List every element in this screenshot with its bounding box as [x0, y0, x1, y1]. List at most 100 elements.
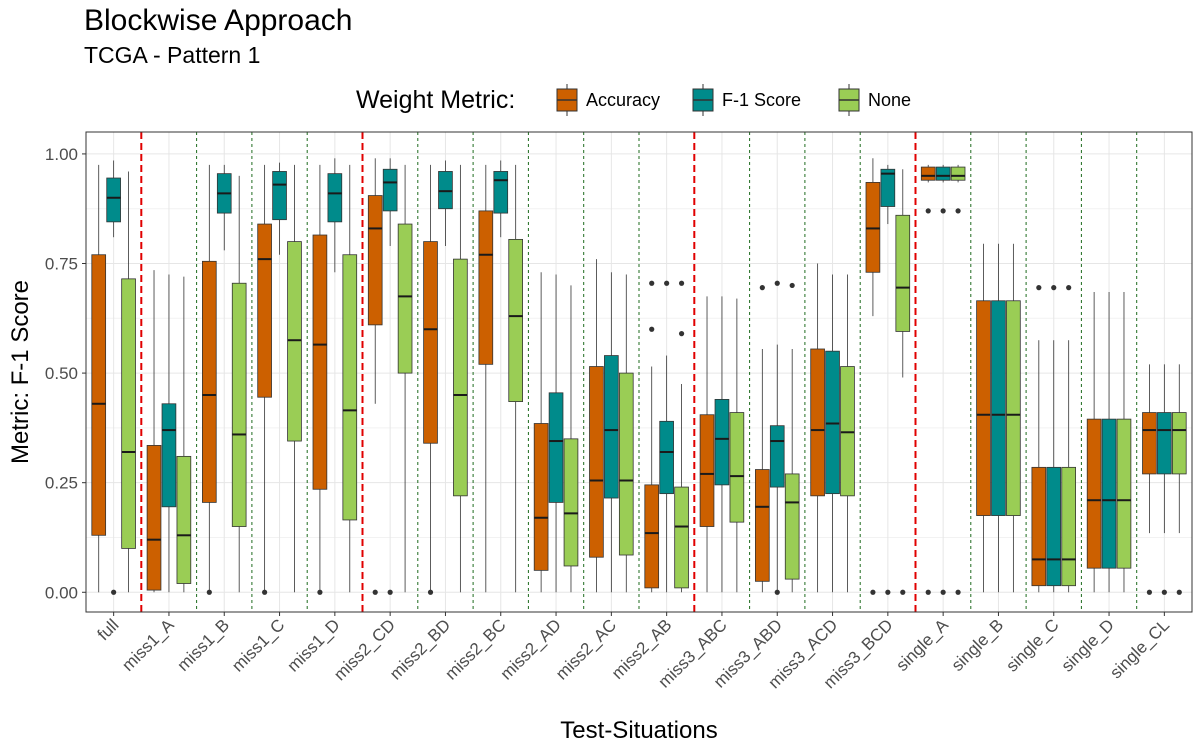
- box-single_D-f-1-score: [1101, 292, 1117, 593]
- box-body: [1006, 300, 1021, 516]
- box-body: [769, 425, 785, 488]
- box-body: [1046, 466, 1062, 587]
- box-miss2_CD-accuracy: [367, 158, 383, 595]
- outlier-point: [870, 589, 876, 595]
- box-miss3_ACD-accuracy: [810, 263, 825, 593]
- box-miss2_BD-accuracy: [423, 164, 438, 595]
- legend: Weight Metric: Accuracy F-1 Score None: [0, 82, 1200, 118]
- box-body: [453, 258, 468, 497]
- box-body: [478, 210, 494, 365]
- outlier-point: [1161, 589, 1167, 595]
- outlier-point: [649, 280, 655, 286]
- box-miss2_AD-none: [563, 285, 579, 593]
- legend-key-f1-score: [692, 82, 714, 118]
- box-miss2_AC-f-1-score: [604, 272, 619, 593]
- outlier-point: [111, 589, 117, 595]
- box-body: [604, 355, 619, 499]
- box-body: [920, 166, 936, 181]
- box-single_C-none: [1061, 285, 1076, 593]
- box-body: [755, 469, 770, 582]
- box-miss3_BCD-accuracy: [865, 158, 881, 595]
- box-miss2_CD-f-1-score: [382, 158, 398, 595]
- outlier-point: [317, 589, 323, 595]
- box-body: [533, 423, 549, 571]
- x-tick-label: single_CL: [1106, 615, 1173, 682]
- outlier-point: [955, 589, 961, 595]
- box-miss3_ABD-accuracy: [755, 285, 770, 593]
- y-tick-label: 0.75: [45, 255, 78, 274]
- box-body: [865, 182, 881, 273]
- box-body: [493, 171, 509, 214]
- box-layer: [91, 158, 1187, 595]
- chart-subtitle: TCGA - Pattern 1: [84, 42, 261, 68]
- box-single_CL-f-1-score: [1157, 364, 1172, 595]
- box-single_D-none: [1116, 292, 1132, 593]
- outlier-point: [925, 589, 931, 595]
- box-body: [1142, 412, 1157, 475]
- box-miss1_C-accuracy: [257, 164, 272, 595]
- legend-title: Weight Metric:: [356, 86, 516, 114]
- box-miss2_BC-accuracy: [478, 164, 494, 593]
- outlier-point: [387, 589, 393, 595]
- plot-border: [85, 131, 1193, 613]
- outlier-point: [940, 589, 946, 595]
- box-body: [367, 195, 383, 326]
- legend-label-accuracy: Accuracy: [586, 89, 661, 110]
- box-miss2_CD-none: [397, 164, 413, 593]
- box-body: [91, 254, 107, 536]
- box-body: [840, 366, 855, 497]
- outlier-point: [372, 589, 378, 595]
- box-miss2_AB-accuracy: [644, 280, 660, 593]
- legend-key-accuracy: [556, 82, 578, 118]
- box-miss2_BC-none: [508, 164, 523, 593]
- box-miss1_A-accuracy: [146, 270, 162, 593]
- outlier-point: [759, 285, 765, 291]
- outlier-point: [664, 280, 670, 286]
- outlier-point: [774, 280, 780, 286]
- box-body: [935, 166, 951, 181]
- box-miss1_B-accuracy: [202, 164, 217, 595]
- outlier-point: [262, 589, 268, 595]
- box-miss2_AC-accuracy: [589, 259, 604, 593]
- box-full-none: [121, 171, 136, 593]
- outlier-point: [885, 589, 891, 595]
- box-miss1_D-accuracy: [312, 164, 328, 595]
- outlier-point: [1036, 285, 1042, 291]
- legend-key-none: [838, 82, 860, 118]
- x-tick-label: miss1_A: [118, 615, 178, 675]
- box-miss3_ACD-none: [840, 274, 855, 593]
- box-body: [438, 171, 453, 210]
- outlier-point: [774, 589, 780, 595]
- box-miss1_A-f-1-score: [161, 274, 177, 593]
- box-single_D-accuracy: [1086, 292, 1102, 593]
- y-axis-label: Metric: F-1 Score: [7, 280, 34, 464]
- box-single_B-accuracy: [976, 243, 991, 593]
- box-miss2_AD-accuracy: [533, 272, 549, 593]
- box-full-f-1-score: [106, 160, 121, 595]
- box-body: [1031, 466, 1047, 587]
- legend-label-f1-score: F-1 Score: [722, 89, 802, 110]
- box-body: [810, 348, 825, 497]
- box-body: [784, 473, 800, 580]
- box-miss1_D-f-1-score: [327, 158, 343, 273]
- box-body: [202, 260, 217, 503]
- box-body: [327, 173, 343, 223]
- box-body: [563, 438, 579, 567]
- box-body: [287, 241, 302, 442]
- box-body: [1061, 466, 1076, 587]
- box-miss3_ABC-none: [729, 298, 745, 593]
- legend-label-none: None: [868, 89, 912, 110]
- outlier-point: [649, 326, 655, 332]
- box-body: [895, 214, 911, 332]
- outlier-point: [678, 331, 685, 337]
- box-body: [618, 372, 634, 556]
- outlier-point: [1176, 589, 1182, 595]
- box-miss2_AC-none: [618, 274, 634, 593]
- box-body: [312, 234, 328, 490]
- box-single_CL-none: [1171, 364, 1187, 595]
- box-body: [699, 414, 715, 527]
- box-miss3_BCD-none: [895, 169, 911, 595]
- box-body: [1086, 418, 1102, 569]
- box-body: [589, 366, 604, 558]
